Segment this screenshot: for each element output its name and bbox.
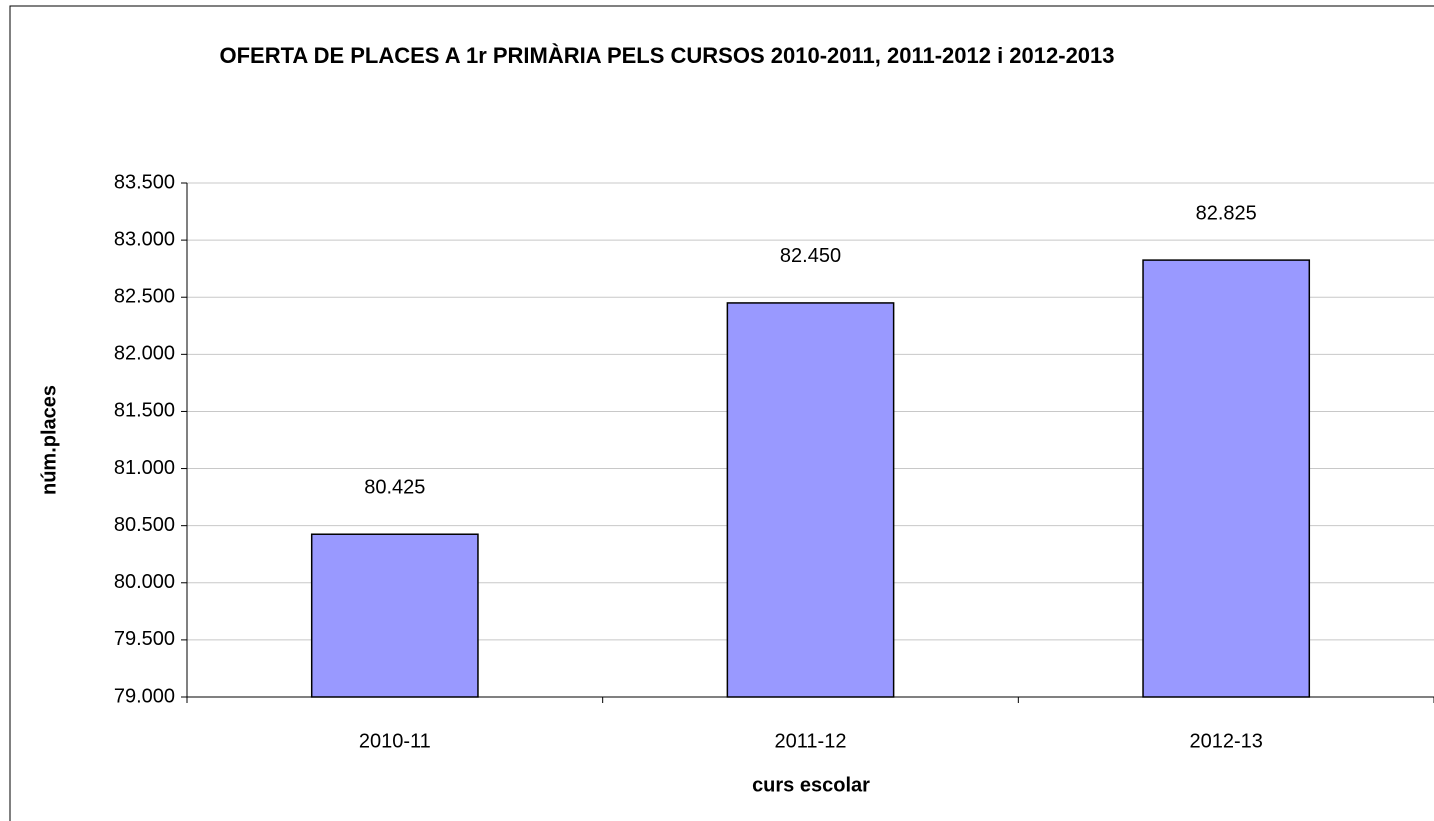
bar [726, 302, 895, 698]
y-tick-label: 80.500 [114, 514, 175, 536]
y-tick-label: 81.000 [114, 457, 175, 479]
x-tick-label: 2010-11 [359, 730, 431, 752]
data-label: 80.425 [364, 477, 425, 499]
x-tick-label: 2011-12 [775, 730, 847, 752]
chart-border [9, 5, 1434, 821]
data-label: 82.825 [1196, 202, 1257, 224]
y-tick-label: 79.500 [114, 628, 175, 650]
y-tick-label: 81.500 [114, 400, 175, 422]
bar [310, 533, 479, 698]
chart-title: OFERTA DE PLACES A 1r PRIMÀRIA PELS CURS… [219, 43, 1115, 68]
bar [1142, 259, 1311, 698]
y-axis-title: núm.places [38, 385, 60, 495]
y-tick-label: 82.000 [114, 343, 175, 365]
y-tick-label: 83.500 [114, 171, 175, 193]
x-tick-label: 2012-13 [1189, 730, 1262, 752]
y-tick-label: 82.500 [114, 286, 175, 308]
x-axis-title: curs escolar [752, 774, 870, 796]
y-tick-label: 79.000 [114, 685, 175, 707]
data-label: 82.450 [780, 245, 841, 267]
y-tick-label: 83.000 [114, 228, 175, 250]
y-tick-label: 80.000 [114, 571, 175, 593]
